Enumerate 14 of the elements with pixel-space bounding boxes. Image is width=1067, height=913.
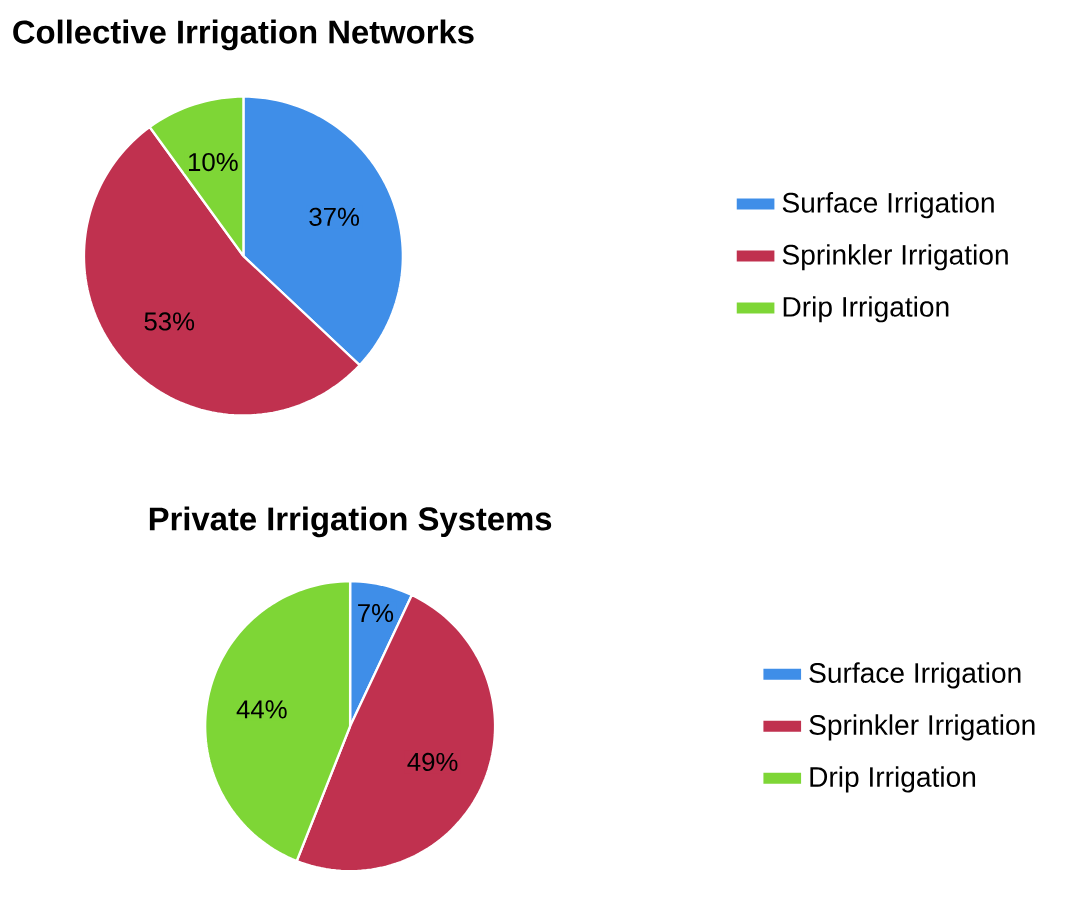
- chart-title: Private Irrigation Systems: [149, 506, 552, 538]
- data-label: 37%: [309, 207, 359, 226]
- data-label: 49%: [407, 752, 458, 772]
- legend-label: Sprinkler Irrigation: [782, 244, 1008, 271]
- data-label: 53%: [144, 312, 195, 331]
- data-label: 44%: [236, 700, 287, 719]
- legend-label: Drip Irrigation: [783, 296, 949, 323]
- legend-label: Drip Irrigation: [810, 766, 976, 793]
- data-label: 7%: [358, 604, 394, 623]
- data-label: 10%: [189, 152, 238, 172]
- legend-label: Sprinkler Irrigation: [809, 714, 1035, 741]
- legend-label: Surface Irrigation: [809, 662, 1021, 689]
- chart-title: Collective Irrigation Networks: [13, 19, 474, 51]
- legend-label: Surface Irrigation: [782, 192, 994, 219]
